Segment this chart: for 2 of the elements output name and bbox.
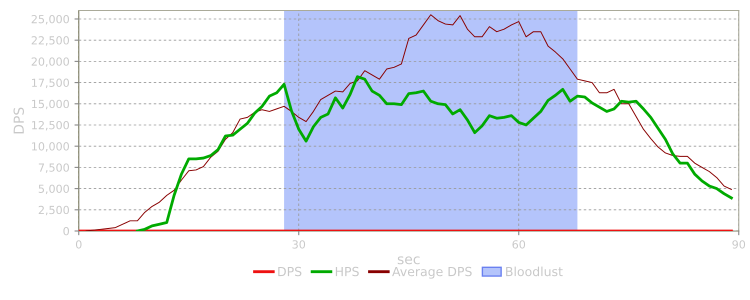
- line-series: [136, 75, 733, 231]
- line-series: [86, 14, 732, 231]
